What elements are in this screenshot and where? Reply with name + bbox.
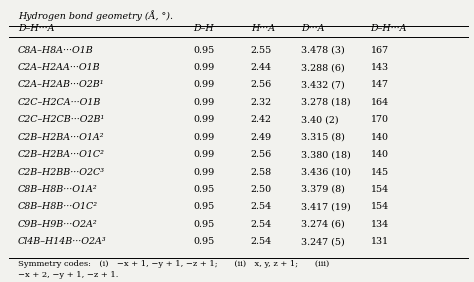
Text: 2.54: 2.54 bbox=[251, 220, 272, 229]
Text: C2C–H2CA···O1B: C2C–H2CA···O1B bbox=[18, 98, 101, 107]
Text: 143: 143 bbox=[370, 63, 389, 72]
Text: −x + 2, −y + 1, −z + 1.: −x + 2, −y + 1, −z + 1. bbox=[18, 272, 118, 279]
Text: 0.99: 0.99 bbox=[193, 98, 215, 107]
Text: 131: 131 bbox=[370, 237, 389, 246]
Text: 0.99: 0.99 bbox=[193, 80, 215, 89]
Text: 2.54: 2.54 bbox=[251, 237, 272, 246]
Text: Cl4B–H14B···O2A³: Cl4B–H14B···O2A³ bbox=[18, 237, 106, 246]
Text: 170: 170 bbox=[370, 115, 388, 124]
Text: C2B–H2BA···O1A²: C2B–H2BA···O1A² bbox=[18, 133, 104, 142]
Text: C2C–H2CB···O2B¹: C2C–H2CB···O2B¹ bbox=[18, 115, 105, 124]
Text: C8B–H8B···O1A²: C8B–H8B···O1A² bbox=[18, 185, 97, 194]
Text: 0.99: 0.99 bbox=[193, 168, 215, 177]
Text: 3.315 (8): 3.315 (8) bbox=[301, 133, 346, 142]
Text: 167: 167 bbox=[370, 46, 389, 55]
Text: 3.288 (6): 3.288 (6) bbox=[301, 63, 345, 72]
Text: 3.478 (3): 3.478 (3) bbox=[301, 46, 345, 55]
Text: 2.55: 2.55 bbox=[251, 46, 272, 55]
Text: 3.247 (5): 3.247 (5) bbox=[301, 237, 345, 246]
Text: Hydrogen bond geometry (Å, °).: Hydrogen bond geometry (Å, °). bbox=[18, 10, 173, 21]
Text: 154: 154 bbox=[370, 202, 389, 211]
Text: 0.99: 0.99 bbox=[193, 150, 215, 159]
Text: C8B–H8B···O1C²: C8B–H8B···O1C² bbox=[18, 202, 98, 211]
Text: 3.436 (10): 3.436 (10) bbox=[301, 168, 351, 177]
Text: Symmetry codes: (i) −x + 1, −y + 1, −z + 1;  (ii) x, y, z + 1;  (iii): Symmetry codes: (i) −x + 1, −y + 1, −z +… bbox=[18, 260, 329, 268]
Text: C9B–H9B···O2A²: C9B–H9B···O2A² bbox=[18, 220, 97, 229]
Text: 3.40 (2): 3.40 (2) bbox=[301, 115, 339, 124]
Text: 3.274 (6): 3.274 (6) bbox=[301, 220, 345, 229]
Text: 0.95: 0.95 bbox=[193, 46, 215, 55]
Text: D–H: D–H bbox=[193, 23, 214, 32]
Text: H···A: H···A bbox=[251, 23, 275, 32]
Text: 3.432 (7): 3.432 (7) bbox=[301, 80, 345, 89]
Text: 154: 154 bbox=[370, 185, 389, 194]
Text: 2.54: 2.54 bbox=[251, 202, 272, 211]
Text: D···A: D···A bbox=[301, 23, 325, 32]
Text: C2A–H2AA···O1B: C2A–H2AA···O1B bbox=[18, 63, 100, 72]
Text: C2B–H2BB···O2C³: C2B–H2BB···O2C³ bbox=[18, 168, 105, 177]
Text: 134: 134 bbox=[370, 220, 389, 229]
Text: 147: 147 bbox=[370, 80, 388, 89]
Text: 3.278 (18): 3.278 (18) bbox=[301, 98, 351, 107]
Text: 2.42: 2.42 bbox=[251, 115, 272, 124]
Text: 3.417 (19): 3.417 (19) bbox=[301, 202, 351, 211]
Text: 2.56: 2.56 bbox=[251, 150, 272, 159]
Text: 0.95: 0.95 bbox=[193, 185, 215, 194]
Text: 2.50: 2.50 bbox=[251, 185, 272, 194]
Text: 2.32: 2.32 bbox=[251, 98, 272, 107]
Text: C8A–H8A···O1B: C8A–H8A···O1B bbox=[18, 46, 93, 55]
Text: 140: 140 bbox=[370, 133, 388, 142]
Text: C2B–H2BA···O1C²: C2B–H2BA···O1C² bbox=[18, 150, 105, 159]
Text: 3.379 (8): 3.379 (8) bbox=[301, 185, 346, 194]
Text: D–H···A: D–H···A bbox=[370, 23, 407, 32]
Text: C2A–H2AB···O2B¹: C2A–H2AB···O2B¹ bbox=[18, 80, 104, 89]
Text: 2.49: 2.49 bbox=[251, 133, 272, 142]
Text: 164: 164 bbox=[370, 98, 389, 107]
Text: 0.95: 0.95 bbox=[193, 202, 215, 211]
Text: 2.56: 2.56 bbox=[251, 80, 272, 89]
Text: D–H···A: D–H···A bbox=[18, 23, 54, 32]
Text: 0.99: 0.99 bbox=[193, 63, 215, 72]
Text: 140: 140 bbox=[370, 150, 388, 159]
Text: 0.99: 0.99 bbox=[193, 115, 215, 124]
Text: 2.58: 2.58 bbox=[251, 168, 272, 177]
Text: 3.380 (18): 3.380 (18) bbox=[301, 150, 351, 159]
Text: 145: 145 bbox=[370, 168, 389, 177]
Text: 0.99: 0.99 bbox=[193, 133, 215, 142]
Text: 0.95: 0.95 bbox=[193, 220, 215, 229]
Text: 0.95: 0.95 bbox=[193, 237, 215, 246]
Text: 2.44: 2.44 bbox=[251, 63, 272, 72]
